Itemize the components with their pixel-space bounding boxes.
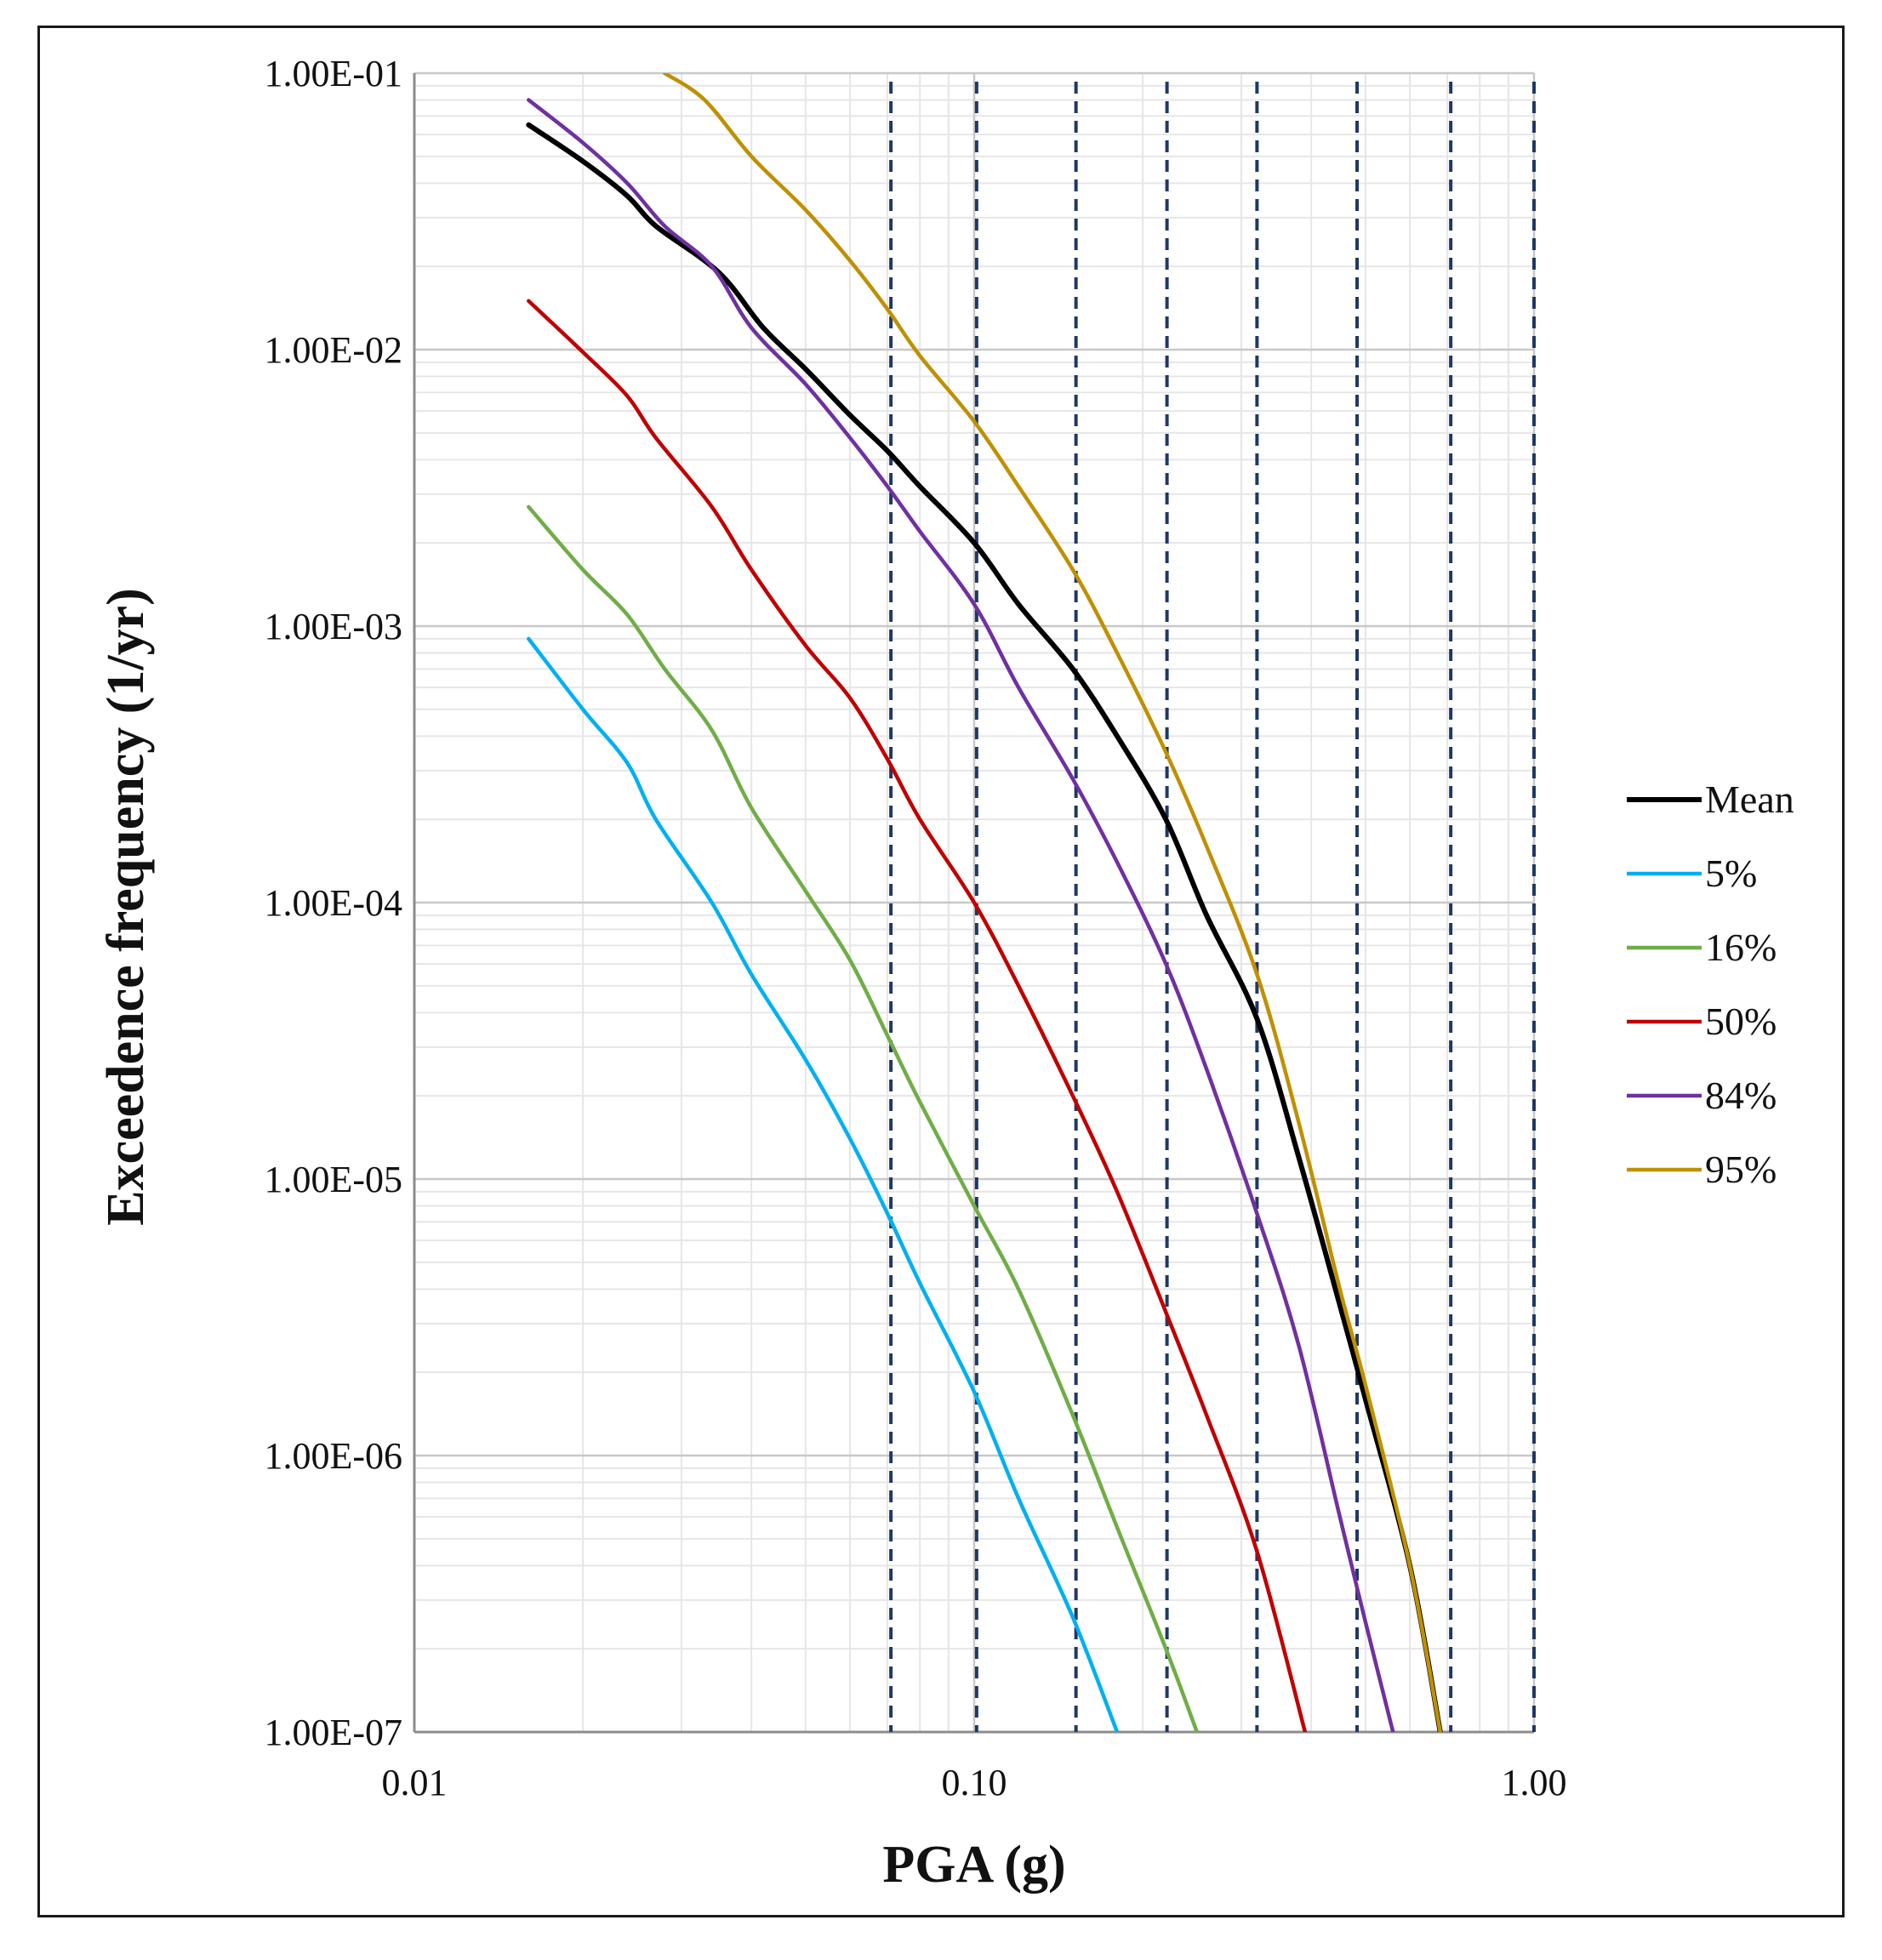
y-tick-label: 1.00E-04 xyxy=(264,882,402,924)
y-axis-title: Exceedence frequency (1/yr) xyxy=(97,588,155,1226)
y-tick-label: 1.00E-05 xyxy=(264,1159,402,1200)
reference-lines xyxy=(889,82,1536,1732)
axes xyxy=(413,73,1534,1734)
y-tick-label: 1.00E-07 xyxy=(264,1712,402,1753)
legend: Mean 5% 16% 50% 84% 95% xyxy=(1627,778,1794,1191)
series-line-mean xyxy=(526,122,1443,1732)
x-axis-title: PGA (g) xyxy=(882,1836,1065,1894)
legend-label-16pct: 16% xyxy=(1705,926,1776,969)
series-line-84pct xyxy=(527,98,1395,1732)
x-tick-label: 0.01 xyxy=(382,1762,448,1803)
legend-label-84pct: 84% xyxy=(1705,1074,1776,1117)
x-tick-label: 1.00 xyxy=(1502,1762,1567,1803)
legend-label-50pct: 50% xyxy=(1705,1000,1776,1043)
series-line-95pct xyxy=(662,73,1443,1732)
legend-label-95pct: 95% xyxy=(1705,1148,1776,1191)
series-line-16pct xyxy=(527,504,1200,1732)
x-tick-label: 0.10 xyxy=(942,1762,1007,1803)
series-line-50pct xyxy=(527,299,1308,1732)
y-tick-label: 1.00E-02 xyxy=(264,329,402,371)
legend-label-mean: Mean xyxy=(1705,778,1794,821)
y-tick-label: 1.00E-01 xyxy=(264,53,402,94)
series-line-5pct xyxy=(527,636,1120,1732)
y-tick-labels: 1.00E-01 1.00E-02 1.00E-03 1.00E-04 1.00E-05… xyxy=(264,53,402,1753)
series-lines xyxy=(526,73,1443,1732)
x-tick-labels: 0.01 0.10 1.00 xyxy=(382,1762,1567,1803)
legend-label-5pct: 5% xyxy=(1705,852,1757,895)
y-tick-label: 1.00E-06 xyxy=(264,1435,402,1477)
y-tick-label: 1.00E-03 xyxy=(264,606,402,647)
